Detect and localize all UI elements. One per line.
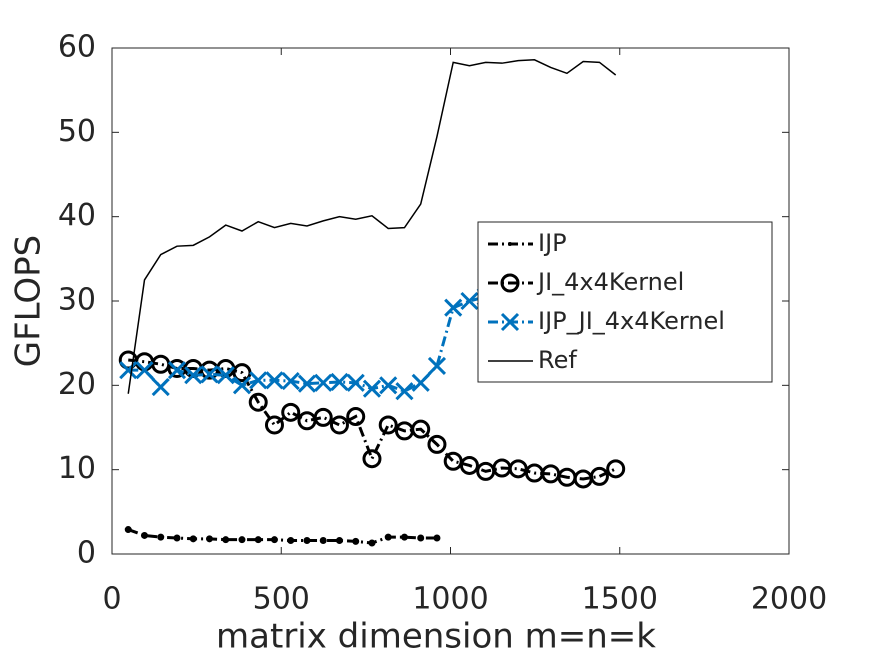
marker (346, 373, 365, 392)
marker (135, 361, 154, 380)
marker (589, 466, 609, 486)
marker (444, 298, 463, 317)
marker (264, 415, 284, 435)
marker (281, 372, 300, 391)
marker (254, 536, 262, 544)
legend: IJP JI_4x4Kernel IJP_JI_4x4Kernel Ref (477, 221, 773, 383)
y-tick-label: 0 (77, 536, 96, 571)
marker (362, 379, 382, 398)
marker (248, 392, 268, 412)
legend-label: IJP (538, 229, 567, 257)
x-axis-label: matrix dimension m=n=k (216, 617, 656, 654)
x-tick-label: 500 (253, 582, 310, 617)
marker (151, 377, 170, 397)
marker (362, 449, 382, 469)
marker (270, 536, 278, 544)
marker (417, 534, 425, 542)
marker (313, 407, 333, 427)
marker (184, 366, 203, 385)
marker (205, 535, 213, 543)
x-tick-label: 2000 (751, 582, 827, 617)
marker (411, 373, 430, 392)
marker (330, 372, 349, 392)
x-tick-label: 1000 (412, 582, 488, 617)
marker (400, 533, 408, 541)
x-tick-label: 0 (102, 582, 121, 617)
marker (411, 419, 431, 439)
y-axis-label: GFLOPS (9, 235, 49, 367)
marker (200, 365, 219, 384)
marker (459, 455, 479, 475)
legend-marker (500, 273, 520, 293)
marker (249, 371, 268, 390)
marker (173, 534, 181, 542)
x-tick-label: 1500 (582, 582, 658, 617)
marker (460, 291, 479, 311)
y-tick-label: 10 (58, 451, 96, 486)
marker (329, 415, 349, 435)
marker (606, 459, 626, 479)
marker (384, 533, 392, 541)
marker (297, 374, 317, 393)
marker (265, 371, 284, 390)
legend-label: IJP_JI_4x4Kernel (538, 307, 725, 335)
marker (427, 356, 447, 375)
marker (140, 531, 148, 539)
legend-box (477, 221, 773, 383)
series-line (127, 59, 617, 394)
legend-label: JI_4x4Kernel (536, 268, 684, 296)
marker (303, 537, 311, 545)
y-tick-label: 40 (58, 198, 96, 233)
marker (378, 415, 398, 435)
marker (238, 536, 246, 544)
y-tick-label: 50 (58, 114, 96, 149)
legend-label: Ref (538, 346, 577, 374)
marker (287, 537, 295, 545)
legend-marker (508, 242, 512, 246)
marker (216, 366, 235, 385)
marker (335, 537, 343, 545)
marker (281, 402, 301, 422)
marker (352, 537, 360, 545)
marker (119, 361, 138, 380)
marker (157, 533, 165, 541)
marker (314, 373, 333, 392)
series-line (128, 358, 617, 481)
marker (319, 537, 327, 545)
legend-marker (500, 312, 520, 332)
y-tick-label: 30 (58, 283, 96, 318)
marker (222, 536, 230, 544)
marker (232, 376, 252, 395)
y-tick-label: 20 (58, 367, 96, 402)
series-line (127, 528, 437, 545)
marker (167, 361, 187, 380)
marker (395, 382, 414, 401)
marker (124, 526, 132, 534)
marker (346, 407, 366, 427)
marker (379, 376, 398, 395)
y-tick-label: 60 (58, 30, 96, 65)
marker (433, 534, 441, 542)
marker (368, 539, 376, 547)
marker (427, 434, 447, 454)
marker (189, 535, 197, 543)
